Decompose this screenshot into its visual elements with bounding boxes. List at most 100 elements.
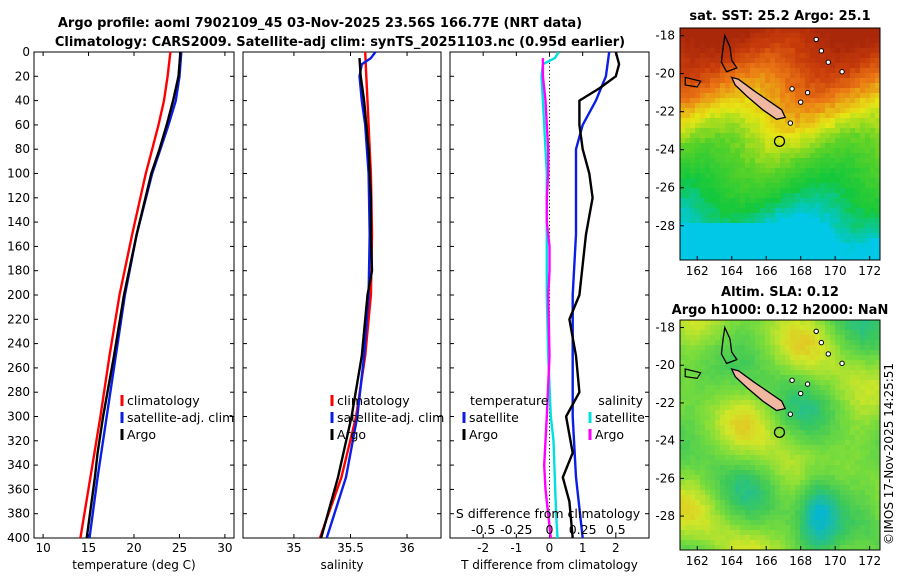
map-cell xyxy=(760,93,765,98)
map-cell xyxy=(860,500,865,505)
map-cell xyxy=(845,73,850,78)
map-cell xyxy=(750,218,755,223)
map-cell xyxy=(735,410,740,415)
map-cell xyxy=(870,113,875,118)
map-cell xyxy=(875,435,880,440)
map-cell xyxy=(800,173,805,178)
map-cell xyxy=(775,93,780,98)
map-cell xyxy=(830,28,835,33)
map-cell xyxy=(855,168,860,173)
map-cell xyxy=(810,500,815,505)
map-cell xyxy=(685,43,690,48)
map-cell xyxy=(785,178,790,183)
map-cell xyxy=(770,123,775,128)
map-cell xyxy=(735,98,740,103)
map-cell xyxy=(810,410,815,415)
map-cell xyxy=(770,118,775,123)
map-cell xyxy=(760,360,765,365)
map-cell xyxy=(725,355,730,360)
map-cell xyxy=(710,490,715,495)
map-cell xyxy=(840,243,845,248)
map-cell xyxy=(835,470,840,475)
map-cell xyxy=(870,123,875,128)
map-cell xyxy=(850,520,855,525)
map-cell xyxy=(690,168,695,173)
map-cell xyxy=(825,33,830,38)
map-cell xyxy=(705,390,710,395)
map-cell xyxy=(865,355,870,360)
map-cell xyxy=(800,113,805,118)
map-cell xyxy=(740,58,745,63)
map-cell xyxy=(795,465,800,470)
map-cell xyxy=(865,133,870,138)
map-cell xyxy=(685,360,690,365)
map-cell xyxy=(760,340,765,345)
map-cell xyxy=(685,340,690,345)
map-cell xyxy=(835,128,840,133)
map-cell xyxy=(730,330,735,335)
map-cell xyxy=(855,158,860,163)
map-cell xyxy=(795,233,800,238)
map-cell xyxy=(730,33,735,38)
map-cell xyxy=(815,113,820,118)
map-cell xyxy=(835,148,840,153)
map-cell xyxy=(850,253,855,258)
map-cell xyxy=(700,138,705,143)
map-cell xyxy=(780,455,785,460)
map-cell xyxy=(800,228,805,233)
map-cell xyxy=(835,78,840,83)
map-cell xyxy=(725,405,730,410)
map-cell xyxy=(840,148,845,153)
map-cell xyxy=(700,485,705,490)
map-cell xyxy=(865,58,870,63)
map-cell xyxy=(830,470,835,475)
map-cell xyxy=(780,420,785,425)
map-cell xyxy=(740,505,745,510)
map-cell xyxy=(790,375,795,380)
map-cell xyxy=(750,248,755,253)
map-cell xyxy=(870,340,875,345)
map-cell xyxy=(800,198,805,203)
map-cell xyxy=(845,258,850,260)
map-cell xyxy=(695,450,700,455)
map-cell xyxy=(805,410,810,415)
map-cell xyxy=(725,475,730,480)
map-cell xyxy=(800,420,805,425)
map-cell xyxy=(690,370,695,375)
map-cell xyxy=(870,128,875,133)
map-cell xyxy=(700,455,705,460)
map-cell xyxy=(850,385,855,390)
map-cell xyxy=(740,138,745,143)
map-cell xyxy=(780,430,785,435)
map-cell xyxy=(765,465,770,470)
map-cell xyxy=(790,515,795,520)
map-cell xyxy=(765,505,770,510)
map-cell xyxy=(860,198,865,203)
map-cell xyxy=(685,33,690,38)
map-cell xyxy=(720,510,725,515)
map-cell xyxy=(755,133,760,138)
map-cell xyxy=(850,178,855,183)
map-cell xyxy=(750,480,755,485)
map-cell xyxy=(790,360,795,365)
map-cell xyxy=(690,540,695,545)
map-cell xyxy=(835,153,840,158)
map-cell xyxy=(685,540,690,545)
map-cell xyxy=(745,28,750,33)
map-cell xyxy=(825,218,830,223)
map-cell xyxy=(780,515,785,520)
map-cell xyxy=(855,435,860,440)
map-cell xyxy=(705,500,710,505)
map-cell xyxy=(745,73,750,78)
map-cell xyxy=(845,340,850,345)
map-cell xyxy=(690,510,695,515)
map-cell xyxy=(710,158,715,163)
map-cell xyxy=(790,325,795,330)
map-cell xyxy=(815,53,820,58)
map-cell xyxy=(755,465,760,470)
map-cell xyxy=(830,385,835,390)
map-cell xyxy=(870,365,875,370)
map-cell xyxy=(775,540,780,545)
map-cell xyxy=(770,540,775,545)
map-cell xyxy=(765,28,770,33)
